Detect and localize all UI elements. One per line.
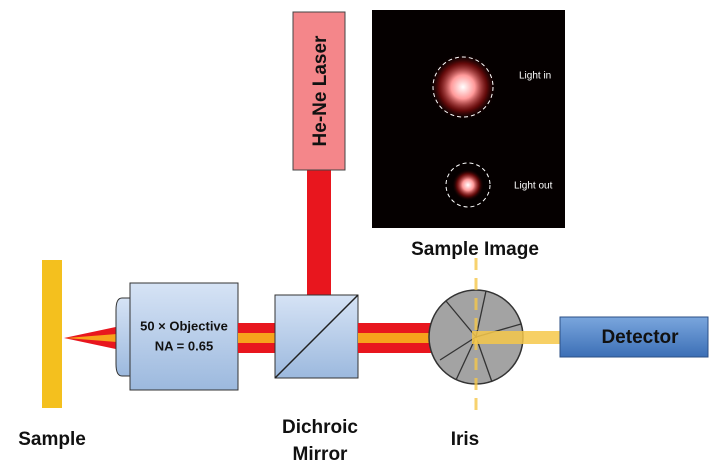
image-title: Sample Image (411, 239, 539, 260)
objective-cap (116, 298, 130, 376)
component-label: Dichroic (282, 417, 358, 438)
objective-label: NA = 0.65 (155, 338, 213, 353)
laser-label: He-Ne Laser (310, 35, 331, 146)
beam (472, 331, 560, 344)
component-label: Iris (451, 429, 480, 450)
beam (307, 170, 331, 295)
light-spot (452, 169, 484, 201)
detector-label: Detector (601, 327, 679, 348)
light-spot (429, 53, 497, 121)
beam (238, 333, 275, 343)
annotation: Light in (519, 71, 551, 82)
annotation: Light out (514, 181, 553, 192)
beam (358, 333, 438, 343)
objective (130, 283, 238, 390)
component-label: Mirror (293, 444, 349, 465)
objective-label: 50 × Objective (140, 318, 228, 333)
sample (42, 260, 62, 408)
diagram: 50 × Objective NA = 0.65 He-Ne Laser Det… (0, 0, 709, 466)
component-label: Sample (18, 429, 86, 450)
